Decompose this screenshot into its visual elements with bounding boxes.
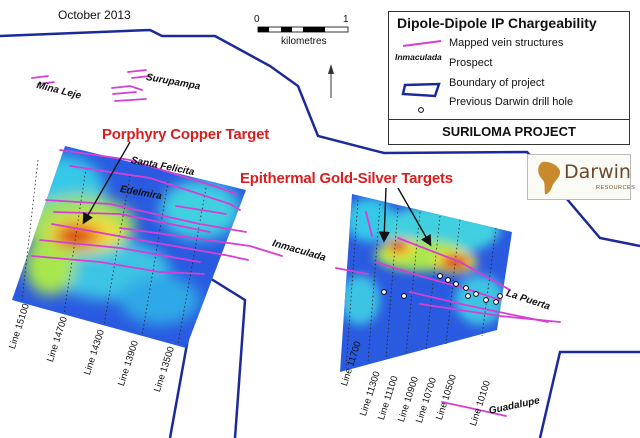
legend-vein-icon [402,40,442,47]
target-arrows [82,141,432,247]
legend-vein-label: Mapped vein structures [449,37,564,49]
legend-drillhole-icon [418,107,424,113]
legend-symbols [401,40,442,113]
project-boundary-east [538,350,640,438]
legend-title: Dipole-Dipole IP Chargeability [397,15,597,31]
scale-bar-graphic [257,26,349,33]
survey-lines-west [21,159,207,345]
map-date: October 2013 [58,8,131,22]
north-arrow-icon [328,64,334,98]
scale-end: 1 [343,14,349,25]
porphyry-target-label: Porphyry Copper Target [102,126,270,143]
company-logo: Darwin RESOURCES [527,154,635,200]
project-boundary-south [168,269,247,438]
scale-unit: kilometres [281,36,327,47]
legend: Dipole-Dipole IP Chargeability Inmaculad… [388,11,630,145]
vein-structures [31,69,561,417]
legend-boundary-icon [401,82,441,98]
legend-drillhole-label: Previous Darwin drill hole [449,96,574,108]
south-america-icon [538,161,561,195]
logo-brand: Darwin [564,161,631,183]
legend-boundary-label: Boundary of project [449,77,545,89]
legend-prospect-label: Prospect [449,57,493,69]
project-name: SURILOMA PROJECT [389,119,629,145]
scale-start: 0 [254,14,260,25]
survey-lines-east [345,199,497,369]
epithermal-target-label: Epithermal Gold-Silver Targets [240,170,453,187]
logo-subtitle: RESOURCES [596,185,636,191]
legend-prospect-sample: Inmaculada [395,52,442,62]
drill-holes [381,273,503,305]
